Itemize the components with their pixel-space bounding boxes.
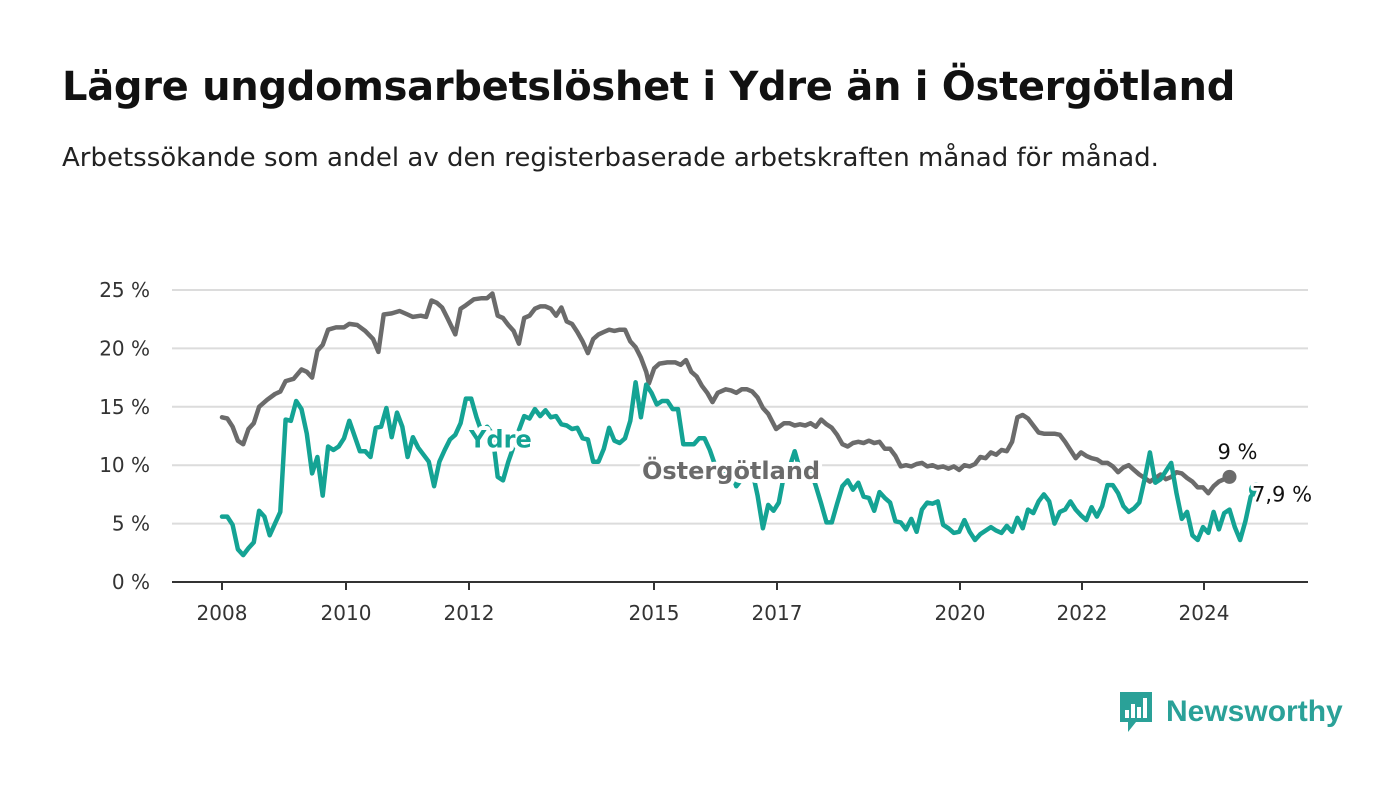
y-tick-label: 25 % <box>99 278 150 302</box>
y-tick-label: 15 % <box>99 395 150 419</box>
y-axis: 0 % 5 % 10 % 15 % 20 % 25 % <box>99 278 150 594</box>
end-label-halo: 9 % <box>1217 440 1257 464</box>
series-lines <box>219 291 1263 558</box>
y-tick-label: 10 % <box>99 453 150 477</box>
y-tick-label: 0 % <box>112 570 150 594</box>
x-tick-label: 2015 <box>629 601 680 625</box>
x-tick-label: 2022 <box>1057 601 1108 625</box>
bar-chart-logo-icon <box>1120 692 1152 732</box>
newsworthy-logo[interactable]: Newsworthy <box>1118 690 1343 734</box>
series-label-halo: Östergötland <box>642 455 820 485</box>
series-line-sterg-tland <box>219 291 1232 496</box>
x-axis: 2008 2010 2012 2015 2017 2020 2022 2024 <box>197 582 1230 625</box>
y-tick-label: 20 % <box>99 336 150 360</box>
series-label-halo: Ydre <box>468 426 532 454</box>
x-tick-label: 2010 <box>321 601 372 625</box>
x-tick-label: 2017 <box>752 601 803 625</box>
end-label-sterg-tland: 9 % <box>1217 440 1257 464</box>
brand-name: Newsworthy <box>1166 695 1343 728</box>
end-label-ydre: 7,9 % <box>1252 483 1312 507</box>
end-point-sterg-tland <box>1222 469 1237 484</box>
series-label-ydre: Ydre <box>468 426 532 454</box>
series-label-sterg-tland: Östergötland <box>642 455 820 485</box>
end-label-halo: 7,9 % <box>1252 483 1312 507</box>
x-tick-label: 2020 <box>935 601 986 625</box>
chart-title: Lägre ungdomsarbetslöshet i Ydre än i Ös… <box>62 64 1236 110</box>
x-tick-label: 2024 <box>1179 601 1230 625</box>
end-point-ydre <box>1249 482 1263 497</box>
chart-subtitle: Arbetssökande som andel av den registerb… <box>62 143 1159 173</box>
series-line-ydre <box>219 380 1259 558</box>
gridlines <box>172 289 1308 525</box>
x-tick-label: 2008 <box>197 601 248 625</box>
x-tick-label: 2012 <box>444 601 495 625</box>
y-tick-label: 5 % <box>112 512 150 536</box>
